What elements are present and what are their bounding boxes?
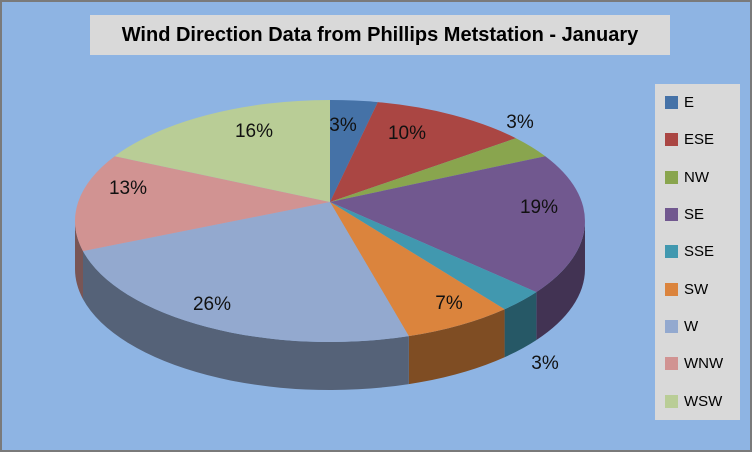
pie-label-ESE: 10% [387,123,427,144]
pie-slice-side-SE [536,221,585,341]
legend-item-label: W [684,318,699,336]
legend-swatch-icon-W [665,320,678,334]
legend-swatch-icon-WSW [665,394,678,408]
chart-legend: E ESE NW SE SSE SW W WNW WSW [655,84,740,420]
pie-label-W: 26% [192,294,232,315]
legend-swatch-icon-E [665,96,678,110]
pie-slice-W[interactable] [83,202,409,343]
pie-slice-side-WNW [74,221,83,300]
pie-slice-side-W [83,251,409,391]
pie-label-SE: 19% [519,197,559,218]
pie-slice-WSW[interactable] [114,100,330,202]
legend-swatch-icon-SE [665,208,678,222]
legend-item-label: WNW [684,355,724,373]
pie-label-SSE: 3% [531,353,559,374]
chart-title: Wind Direction Data from Phillips Metsta… [90,15,670,55]
legend-item-SSE[interactable]: SSE [655,233,740,270]
pie-slice-SE[interactable] [330,156,585,293]
pie-slice-NW[interactable] [330,138,546,202]
legend-item-label: NW [684,168,709,186]
legend-item-label: WSW [684,392,723,410]
legend-swatch-icon-ESE [665,133,678,147]
pie-label-NW: 3% [506,112,534,133]
legend-swatch-icon-SW [665,282,678,296]
legend-item-SE[interactable]: SE [655,196,740,233]
pie-slice-E[interactable] [330,99,378,202]
legend-item-SW[interactable]: SW [655,271,740,308]
legend-item-ESE[interactable]: ESE [655,121,740,158]
pie-label-WSW: 16% [234,121,274,142]
pie-slice-SSE[interactable] [330,202,537,310]
legend-item-WSW[interactable]: WSW [655,383,740,420]
legend-item-NW[interactable]: NW [655,159,740,196]
legend-item-label: SW [684,280,709,298]
legend-swatch-icon-WNW [665,357,678,371]
pie-label-E: 3% [329,115,357,136]
pie-slice-WNW[interactable] [75,156,330,252]
pie-label-SW: 7% [435,293,463,314]
legend-item-label: ESE [684,131,715,149]
pie-label-WNW: 13% [108,178,148,199]
legend-swatch-icon-NW [665,170,678,184]
legend-item-WNW[interactable]: WNW [655,345,740,382]
legend-item-E[interactable]: E [655,84,740,121]
pie-slice-side-SW [408,309,505,385]
pie-slice-SW[interactable] [330,202,505,337]
legend-item-label: SSE [684,243,715,261]
legend-item-label: E [684,94,695,112]
legend-item-W[interactable]: W [655,308,740,345]
legend-item-label: SE [684,206,705,224]
legend-swatch-icon-SSE [665,245,678,259]
pie-slice-side-SSE [504,292,537,358]
pie-slice-ESE[interactable] [330,102,516,202]
